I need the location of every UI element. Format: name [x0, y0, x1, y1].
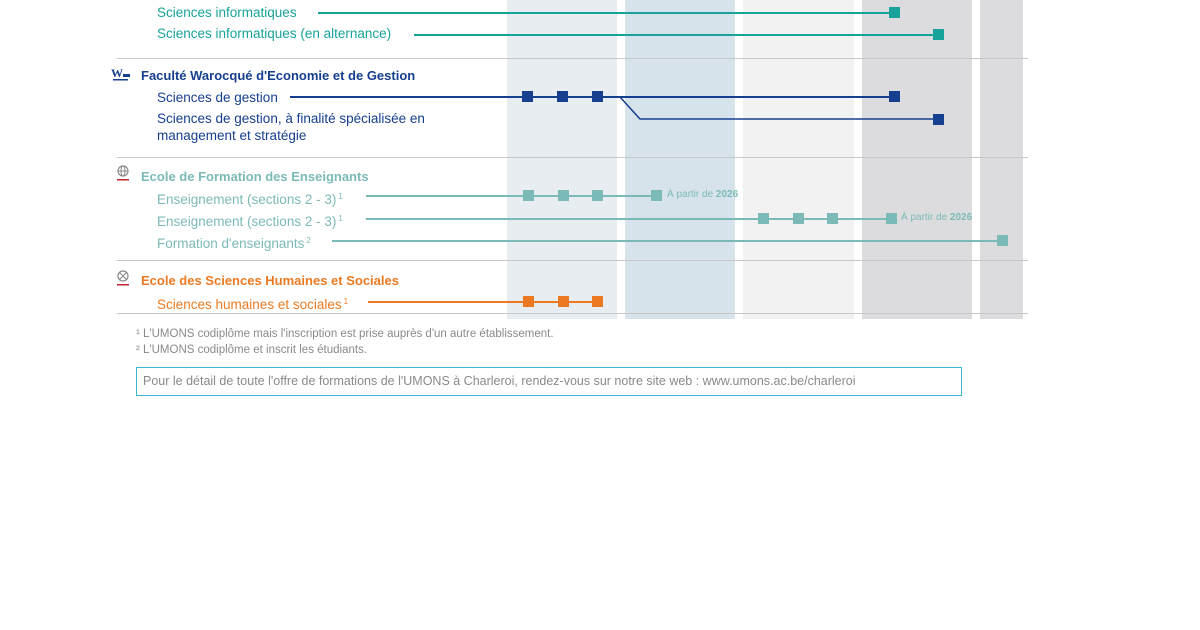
programme-marker	[997, 235, 1008, 246]
website-info-box: Pour le détail de toute l'offre de forma…	[136, 367, 962, 396]
column-band-2	[625, 0, 735, 319]
programme-marker	[758, 213, 769, 224]
column-band-4	[862, 0, 972, 319]
programme-marker	[889, 91, 900, 102]
programme-marker	[523, 296, 534, 307]
compass-logo-icon	[116, 270, 130, 288]
section-divider	[117, 260, 1028, 261]
programme-label: Enseignement (sections 2 - 3) 1	[157, 192, 343, 207]
programme-marker	[592, 190, 603, 201]
programme-marker	[827, 213, 838, 224]
programme-marker	[933, 29, 944, 40]
programme-label: Sciences informatiques	[157, 5, 297, 20]
start-date-note: À partir de 2026	[901, 212, 973, 223]
column-band-3	[743, 0, 854, 319]
faculty-title-humaines: Ecole des Sciences Humaines et Sociales	[141, 273, 399, 288]
programme-line	[366, 218, 892, 220]
faculty-title-warocque: Faculté Warocqué d'Economie et de Gestio…	[141, 68, 416, 83]
programme-label: Formation d'enseignants 2	[157, 236, 311, 251]
programme-marker	[886, 213, 897, 224]
programme-marker	[522, 91, 533, 102]
programme-branch-line	[619, 96, 938, 120]
programme-marker	[651, 190, 662, 201]
footnote-1: ¹ L'UMONS codiplôme mais l'inscription e…	[136, 328, 554, 340]
column-band-5	[980, 0, 1023, 319]
programme-line	[332, 240, 1002, 242]
programme-label: Sciences humaines et sociales 1	[157, 297, 349, 312]
programme-marker	[592, 296, 603, 307]
warocque-logo-icon: W	[110, 65, 132, 83]
programme-marker	[933, 114, 944, 125]
programme-label: Enseignement (sections 2 - 3) 1	[157, 214, 343, 229]
programme-marker	[558, 296, 569, 307]
globe-logo-icon	[116, 165, 130, 183]
programme-line	[366, 195, 657, 197]
programme-marker	[558, 190, 569, 201]
svg-text:W: W	[111, 66, 123, 80]
programme-marker	[592, 91, 603, 102]
programme-marker	[889, 7, 900, 18]
start-date-note: À partir de 2026	[667, 189, 739, 200]
programme-marker	[793, 213, 804, 224]
programme-line	[318, 12, 894, 14]
footnote-2: ² L'UMONS codiplôme et inscrit les étudi…	[136, 344, 368, 356]
programme-label: Sciences de gestion, à finalité spéciali…	[157, 111, 425, 143]
section-divider	[117, 313, 1028, 314]
programme-marker	[523, 190, 534, 201]
section-divider	[117, 58, 1028, 59]
column-band-1	[507, 0, 617, 319]
programme-line	[368, 301, 598, 303]
programme-label: Sciences informatiques (en alternance)	[157, 26, 392, 41]
programme-line	[414, 34, 938, 36]
programme-marker	[557, 91, 568, 102]
programme-label: Sciences de gestion	[157, 90, 278, 105]
faculty-title-enseignants: Ecole de Formation des Enseignants	[141, 169, 369, 184]
section-divider	[117, 157, 1028, 158]
